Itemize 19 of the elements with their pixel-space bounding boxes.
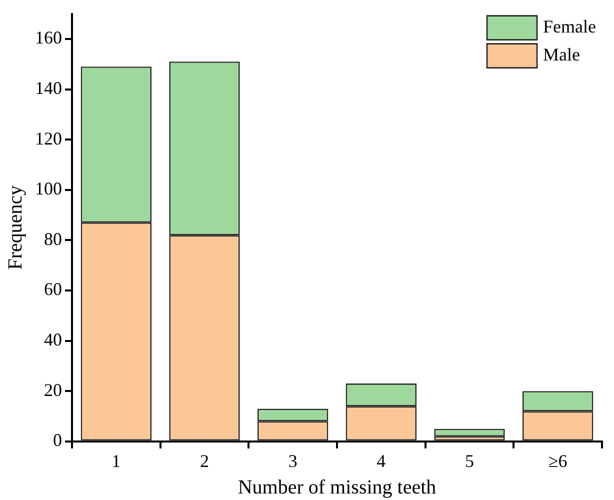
y-tick-label: 0 (53, 430, 62, 450)
y-tick-label: 100 (35, 178, 62, 199)
y-tick-label: 140 (35, 78, 62, 98)
x-tick-label: 1 (112, 450, 121, 471)
legend-label: Female (543, 16, 596, 37)
x-tick-label: ≥6 (548, 450, 568, 471)
x-tick-label: 5 (465, 450, 474, 471)
x-tick-label: 2 (200, 450, 209, 471)
y-tick-label: 40 (44, 330, 62, 350)
y-tick-label: 60 (44, 279, 62, 300)
x-tick-label: 3 (288, 450, 298, 471)
x-axis-title: Number of missing teeth (238, 476, 436, 498)
y-tick-label: 160 (35, 28, 62, 48)
y-tick-label: 120 (35, 128, 62, 148)
x-tick-label: 4 (376, 450, 386, 471)
y-tick-label: 20 (44, 380, 62, 400)
y-tick-label: 80 (44, 228, 62, 249)
y-axis-title: Frequency (4, 185, 26, 270)
legend-label: Male (543, 44, 580, 65)
